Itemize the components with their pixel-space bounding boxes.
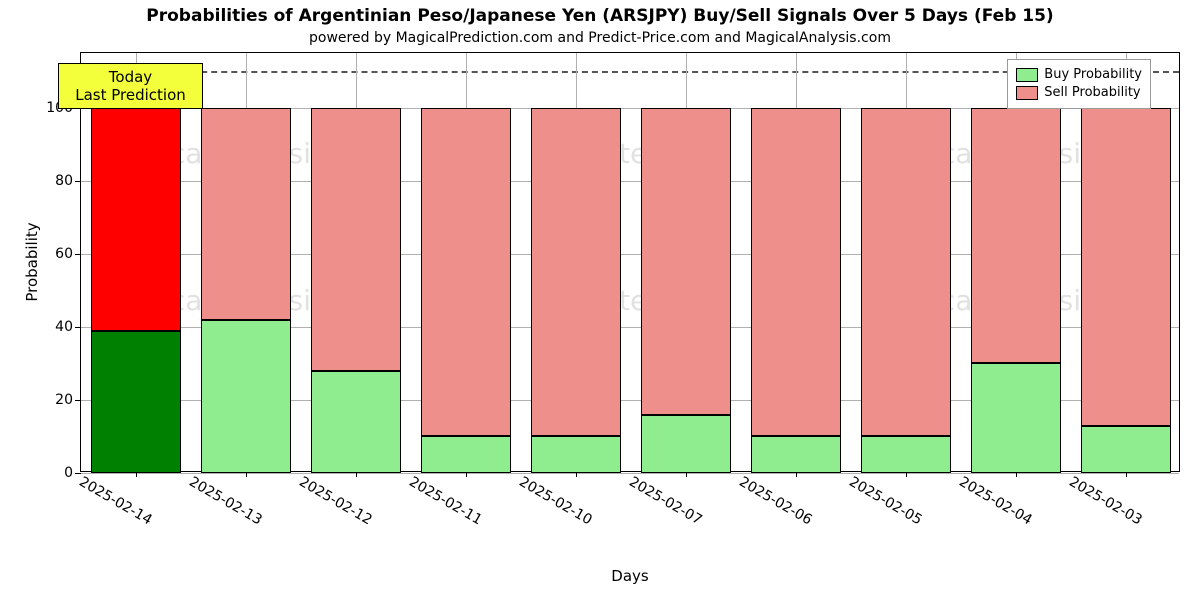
bar-buy (531, 436, 621, 473)
bar-sell (1081, 108, 1171, 426)
bar-sell (91, 108, 181, 331)
bar-buy (971, 363, 1061, 473)
legend: Buy ProbabilitySell Probability (1007, 59, 1151, 109)
bar-sell (751, 108, 841, 437)
ytick-label: 80 (55, 173, 81, 189)
bar-sell (861, 108, 951, 437)
xtick-label: 2025-02-05 (853, 471, 935, 532)
xtick-label: 2025-02-12 (303, 471, 385, 532)
today-line1: Today (69, 68, 192, 86)
legend-swatch (1016, 68, 1038, 82)
xtick-label: 2025-02-10 (523, 471, 605, 532)
xtick-label: 2025-02-07 (633, 471, 715, 532)
bar-buy (1081, 426, 1171, 473)
bar-buy (641, 415, 731, 473)
legend-label: Buy Probability (1044, 66, 1142, 84)
bar-sell (531, 108, 621, 437)
xtick-label: 2025-02-03 (1073, 471, 1155, 532)
xtick-label: 2025-02-13 (193, 471, 275, 532)
xtick-label: 2025-02-04 (963, 471, 1045, 532)
ytick-label: 40 (55, 319, 81, 335)
ytick-label: 60 (55, 246, 81, 262)
xtick-label: 2025-02-14 (83, 471, 165, 532)
bar-sell (311, 108, 401, 371)
legend-item: Buy Probability (1016, 66, 1142, 84)
today-annotation: TodayLast Prediction (58, 63, 203, 109)
xtick-label: 2025-02-11 (413, 471, 495, 532)
bar-buy (311, 371, 401, 473)
today-line2: Last Prediction (69, 86, 192, 104)
chart-subtitle: powered by MagicalPrediction.com and Pre… (0, 30, 1200, 46)
legend-swatch (1016, 86, 1038, 100)
bar-sell (421, 108, 511, 437)
bar-sell (641, 108, 731, 415)
xtick-label: 2025-02-06 (743, 471, 825, 532)
ytick-label: 0 (64, 465, 81, 481)
y-axis-label: Probability (23, 222, 41, 301)
figure: Probabilities of Argentinian Peso/Japane… (0, 0, 1200, 600)
ytick-label: 20 (55, 392, 81, 408)
bar-sell (971, 108, 1061, 364)
chart-title: Probabilities of Argentinian Peso/Japane… (0, 6, 1200, 26)
bar-buy (751, 436, 841, 473)
bar-sell (201, 108, 291, 320)
bar-buy (861, 436, 951, 473)
plot-area: MagicalAnalysis.comWatermarkMagicalAnaly… (80, 52, 1180, 472)
x-axis-label: Days (611, 567, 648, 585)
legend-label: Sell Probability (1044, 84, 1140, 102)
bar-buy (91, 331, 181, 473)
bar-buy (421, 436, 511, 473)
legend-item: Sell Probability (1016, 84, 1142, 102)
bar-buy (201, 320, 291, 473)
